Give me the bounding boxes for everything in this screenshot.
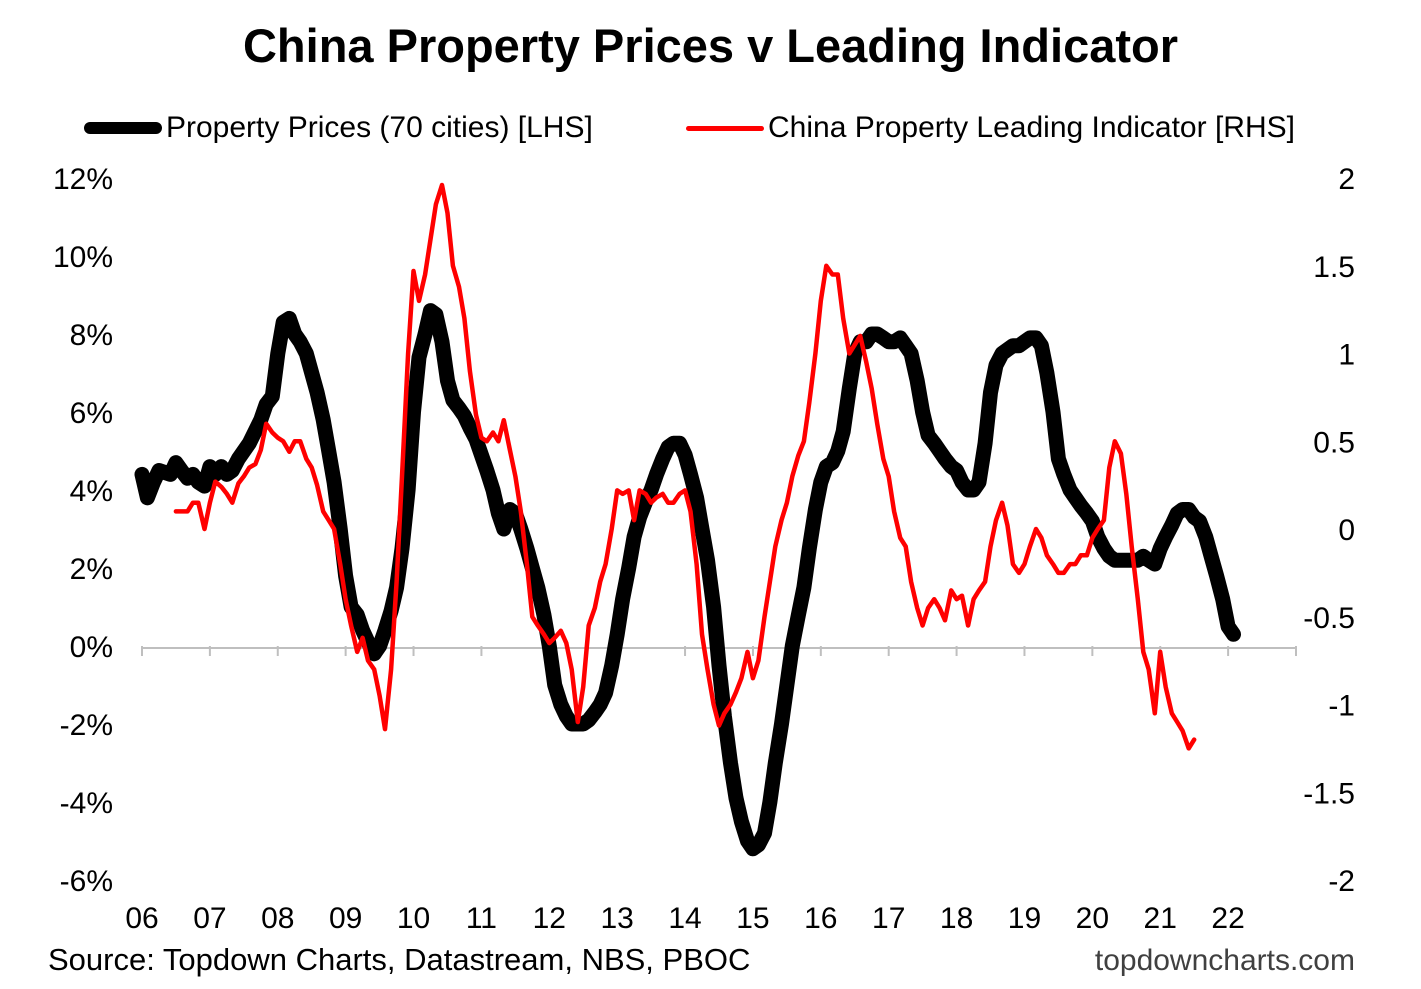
series-line-leading-indicator [173,182,1197,751]
left-axis-tick-label: -6% [60,865,113,898]
series-line-property-prices [134,303,1241,857]
left-axis-tick-label: -4% [60,787,113,820]
right-axis-tick-label: -1 [1328,690,1355,723]
x-tick-label: 21 [1144,902,1177,935]
right-axis-tick-label: -2 [1328,865,1355,898]
x-tick-label: 10 [397,902,430,935]
left-axis-tick-label: -2% [60,709,113,742]
x-tick-label: 07 [193,902,226,935]
left-axis-tick-label: 2% [70,553,113,586]
left-axis-tick-label: 10% [53,241,113,274]
legend-item-property-prices: Property Prices (70 cities) [LHS] [84,108,593,148]
x-tick-label: 19 [1008,902,1041,935]
right-axis-tick-label: -0.5 [1303,602,1355,635]
legend-item-leading-indicator: China Property Leading Indicator [RHS] [686,108,1295,148]
left-axis-tick-label: 6% [70,397,113,430]
right-axis-tick-label: 1.5 [1313,251,1355,284]
x-tick-label: 11 [466,902,497,935]
left-axis-tick-label: 4% [70,475,113,508]
source-note: Source: Topdown Charts, Datastream, NBS,… [48,942,751,977]
left-axis-tick-label: 12% [53,163,113,196]
x-tick-label: 14 [668,902,701,935]
x-tick-label: 22 [1211,902,1244,935]
right-axis-tick-label: 2 [1338,163,1355,196]
legend-label-leading-indicator: China Property Leading Indicator [RHS] [768,111,1295,144]
right-axis-tick-label: 0 [1338,514,1355,547]
x-tick-label: 15 [736,902,769,935]
x-tick-label: 17 [872,902,905,935]
chart-title: China Property Prices v Leading Indicato… [242,19,1179,72]
right-axis-tick-label: -1.5 [1303,777,1355,810]
watermark: topdowncharts.com [1094,944,1355,977]
x-tick-label: 20 [1076,902,1109,935]
legend-swatch-black [84,122,162,134]
left-axis-tick-label: 0% [70,631,113,664]
right-axis-tick-label: 0.5 [1313,426,1355,459]
left-axis-tick-label: 8% [70,319,113,352]
legend-label-property-prices: Property Prices (70 cities) [LHS] [166,111,593,144]
x-tick-label: 09 [329,902,362,935]
x-tick-label: 08 [261,902,294,935]
legend-swatch-red [686,125,764,131]
x-tick-label: 12 [533,902,566,935]
x-tick-label: 18 [940,902,973,935]
x-tick-label: 06 [125,902,158,935]
right-axis-tick-label: 1 [1338,339,1355,372]
x-tick-label: 16 [804,902,837,935]
x-tick-label: 13 [600,902,633,935]
